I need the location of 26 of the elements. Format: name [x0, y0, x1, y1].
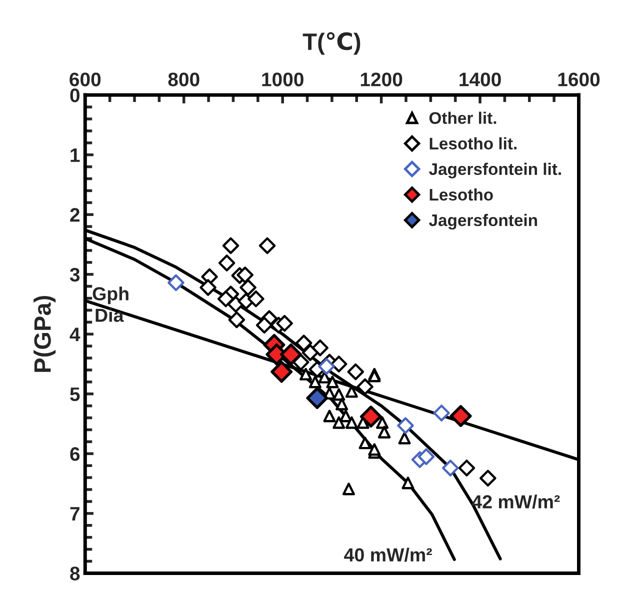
y-tick-label: 4: [70, 328, 80, 342]
x-tick-label: 1600: [558, 72, 600, 86]
annotation: 40 mW/m²: [344, 548, 432, 562]
legend-label: Lesotho: [430, 188, 493, 201]
y-tick-label: 1: [70, 148, 80, 162]
x-axis-title: T(℃): [302, 32, 360, 55]
legend-label: Jagersfontein lit.: [428, 162, 561, 178]
legend-label: Other lit.: [429, 112, 496, 124]
x-tick-label: 1200: [360, 72, 402, 86]
y-tick-label: 3: [70, 268, 80, 282]
x-tick-label: 600: [70, 72, 101, 86]
y-tick-label: 7: [70, 507, 80, 520]
legend-label: Jagersfontein: [428, 214, 537, 230]
annotation: Gph: [92, 286, 128, 304]
annotation: 42 mW/m²: [472, 494, 560, 509]
x-tick-label: 1400: [460, 72, 501, 86]
y-tick-label: 5: [70, 388, 80, 402]
x-tick-label: 1000: [262, 72, 304, 86]
y-tick-label: 6: [70, 447, 80, 461]
x-tick-label: 800: [168, 72, 200, 86]
y-tick-label: 0: [70, 88, 80, 102]
annotation: Dia: [96, 308, 124, 322]
y-tick-label: 2: [70, 208, 80, 222]
y-axis-title: P(GPa): [34, 296, 56, 372]
y-tick-label: 8: [70, 566, 80, 580]
legend-label: Lesotho lit.: [430, 137, 516, 150]
